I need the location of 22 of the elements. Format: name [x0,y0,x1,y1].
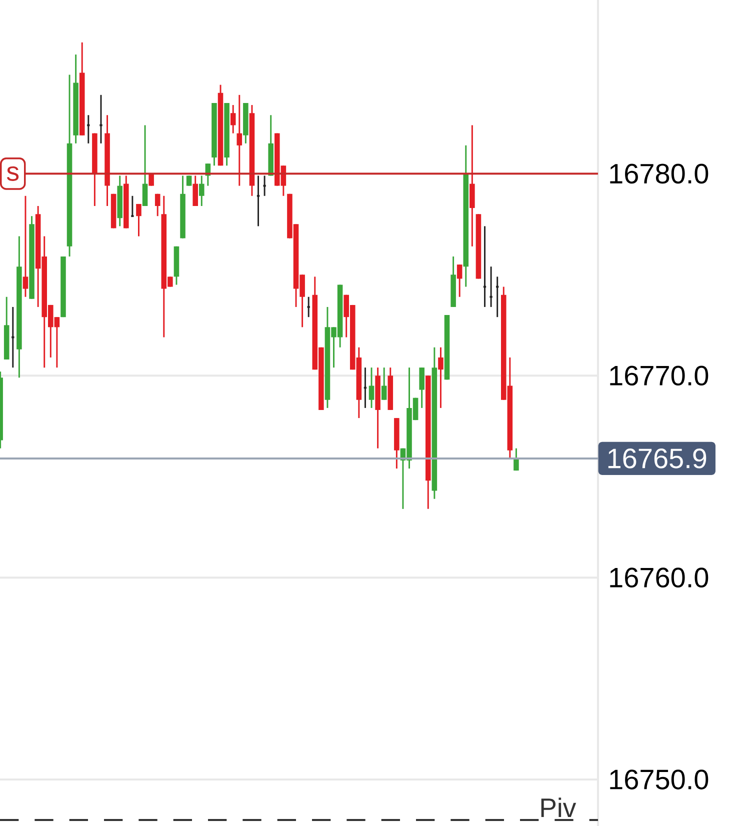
candlestick [514,448,519,472]
candlestick [230,104,236,134]
candlestick [381,366,387,401]
ref-line-label: 16765.9 [608,448,706,468]
candlestick [154,193,160,217]
y-tick-label: 16780.0 [610,164,708,184]
candlestick [186,174,192,187]
ref-line-label: Piv [541,798,576,817]
y-tick-label: 16750.0 [610,770,708,790]
y-tick-label: 16770.0 [610,366,708,386]
candlestick [456,264,462,298]
candlestick [199,174,204,207]
candlestick [368,366,374,409]
candlestick [192,174,198,207]
candlestick [136,203,142,238]
candlestick [419,366,424,409]
candlestick [22,195,28,298]
candlestick [142,124,148,207]
candlestick [438,346,444,409]
ref-line-label: s [6,166,19,181]
y-tick-label: 16760.0 [610,568,708,588]
candlestick [236,94,242,187]
